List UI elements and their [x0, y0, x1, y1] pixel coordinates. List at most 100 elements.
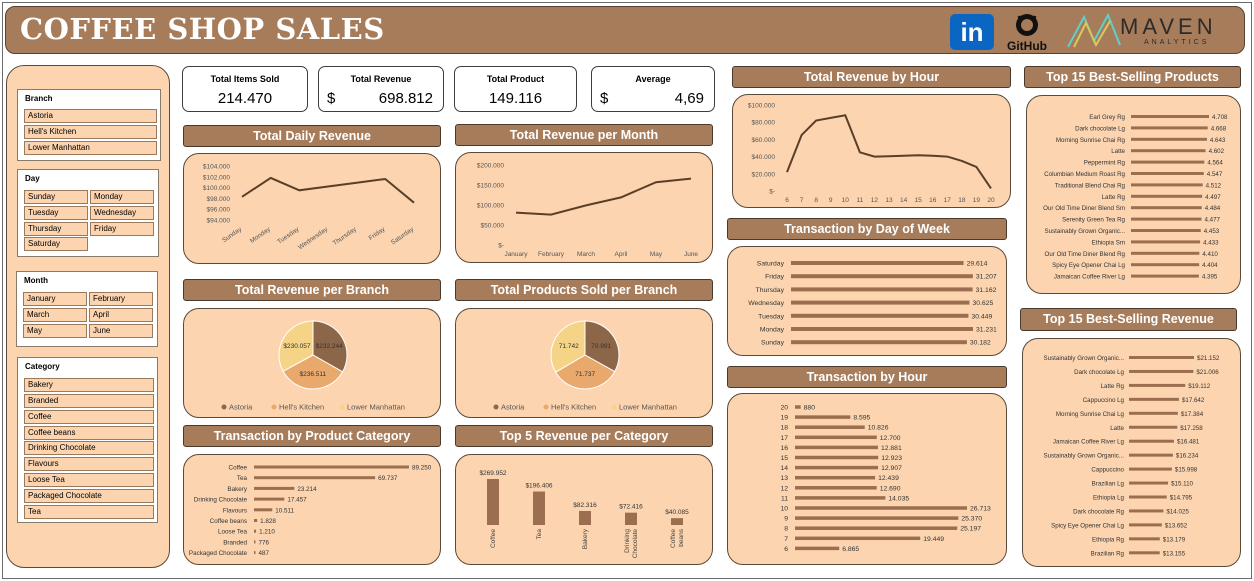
slicer-item-march[interactable]: March [23, 308, 87, 322]
bar-value-label: $13.155 [1163, 550, 1186, 557]
x-tick-label: Friday [368, 225, 387, 242]
kpi-label: Total Items Sold [210, 74, 280, 84]
slicer-item-bakery[interactable]: Bakery [24, 378, 154, 392]
bar-value-label: 12.690 [880, 485, 901, 492]
bar-value-label: 31.207 [976, 274, 997, 281]
bar-value-label: 14.035 [888, 495, 909, 502]
bar-value-label: 4.602 [1209, 148, 1225, 155]
slicer-item-flavours[interactable]: Flavours [24, 457, 154, 471]
slicer-item-sunday[interactable]: Sunday [24, 190, 88, 204]
slicer-item-packaged-chocolate[interactable]: Packaged Chocolate [24, 489, 154, 503]
maven-logo: MAVEN ANALYTICS [1064, 11, 1239, 51]
bar [795, 496, 886, 500]
chart-title-month: Total Revenue per Month [455, 124, 713, 146]
x-tick-label: 18 [958, 197, 966, 204]
bar-category-label: 13 [780, 475, 788, 482]
bar [795, 425, 865, 429]
bar [579, 510, 591, 525]
y-tick-label: $150.000 [477, 183, 504, 190]
bar-value-label: 8.595 [853, 415, 870, 422]
bar-category-label: Dark chocolate Rg [1073, 508, 1124, 515]
bar-category-label: 9 [784, 516, 788, 523]
slicer-item-tuesday[interactable]: Tuesday [24, 206, 88, 220]
page-title: COFFEE SHOP SALES [20, 12, 385, 46]
bar-value-label: 4.668 [1211, 125, 1227, 132]
y-tick-label: $40.000 [752, 154, 776, 161]
bar-category-label: 8 [784, 526, 788, 533]
bar [1129, 537, 1160, 541]
slicer-item-february[interactable]: February [89, 292, 153, 306]
y-tick-label: $100.000 [748, 103, 775, 110]
x-tick-label: 12 [871, 197, 879, 204]
day-slicer: Day Sunday Monday Tuesday Wednesday Thur… [17, 169, 159, 257]
legend-label: Lower Manhattan [619, 403, 677, 412]
bar-value-label: 31.162 [976, 287, 997, 294]
daily-revenue-chart: $104.000 $102.000 $100.000 $98.000 $96.000 $9… [203, 164, 416, 252]
bar-category-label: Friday [765, 274, 784, 281]
legend-label: Hell's Kitchen [279, 403, 324, 412]
x-tick-label: Sunday [221, 225, 244, 244]
y-tick-label: $98.000 [207, 196, 231, 203]
slicer-item-loose-tea[interactable]: Loose Tea [24, 473, 154, 487]
category-transactions-chart: Coffee 89.250 Tea 69.737 Bakery 23.214 Drinkin… [189, 465, 432, 558]
top15-products-chart: Earl Grey Rg 4.708 Dark chocolate Lg 4.668 M… [1043, 114, 1228, 281]
bar [1131, 137, 1207, 141]
slicer-item-hells-kitchen[interactable]: Hell's Kitchen [24, 125, 157, 139]
bar-value-label: $13.179 [1163, 536, 1186, 543]
bar-category-label: Wednesday [748, 300, 784, 307]
bar-category-label: 10 [780, 506, 788, 513]
y-tick-label: $96.000 [207, 207, 231, 214]
slicer-item-january[interactable]: January [23, 292, 87, 306]
bar-value-label: $15.998 [1175, 467, 1198, 474]
bar-value-label: 4.395 [1202, 274, 1218, 281]
slicer-item-monday[interactable]: Monday [90, 190, 154, 204]
slicer-item-wednesday[interactable]: Wednesday [90, 206, 154, 220]
bar [254, 508, 273, 512]
bar-category-label: Morning Sunrise Chai Lg [1056, 411, 1125, 418]
y-tick-label: $50.000 [481, 223, 505, 230]
chart-panel-top15r: Sustainably Grown Organic... $21.152 Dark … [1022, 338, 1241, 567]
bar [795, 435, 877, 440]
slicer-item-drinking-chocolate[interactable]: Drinking Chocolate [24, 441, 154, 455]
bar [795, 526, 958, 530]
y-tick-label: $104.000 [203, 164, 230, 171]
slicer-item-coffee[interactable]: Coffee [24, 410, 154, 424]
bar [795, 475, 876, 480]
bar-category-label: Saturday [757, 261, 785, 268]
slicer-item-june[interactable]: June [89, 324, 153, 338]
x-tick-label: June [684, 251, 698, 258]
bar-category-label: Coffee [229, 465, 248, 472]
slicer-item-astoria[interactable]: Astoria [24, 109, 157, 123]
slicer-item-thursday[interactable]: Thursday [24, 222, 88, 236]
bar-value-label: 25.370 [961, 516, 982, 523]
bar-category-label: Monday [760, 327, 785, 334]
x-tick-label: 19 [973, 197, 981, 204]
slicer-item-april[interactable]: April [89, 308, 153, 322]
y-tick-label: $200.000 [477, 163, 504, 170]
slice-value-label: $230.057 [283, 343, 310, 350]
kpi-currency: $ [327, 90, 336, 107]
slicer-item-saturday[interactable]: Saturday [24, 237, 88, 251]
slicer-item-branded[interactable]: Branded [24, 394, 154, 408]
x-tick-label: Chocolate [632, 529, 639, 559]
slicer-item-coffee-beans[interactable]: Coffee beans [24, 426, 154, 440]
slicer-item-friday[interactable]: Friday [90, 222, 154, 236]
x-tick-label: May [650, 251, 663, 258]
kpi-total-product: Total Product 149.116 [454, 66, 577, 112]
bar [791, 274, 973, 279]
bar-value-label: 1.828 [260, 518, 276, 525]
chart-title-txhour: Transaction by Hour [727, 366, 1007, 388]
bar-category-label: Latte Rg [1102, 194, 1126, 201]
x-tick-label: Bakery [582, 528, 589, 549]
github-icon[interactable]: GitHub [1002, 11, 1052, 53]
bar-value-label: $21.152 [1197, 355, 1220, 362]
slicer-item-lower-manhattan[interactable]: Lower Manhattan [24, 141, 157, 155]
slicer-item-may[interactable]: May [23, 324, 87, 338]
slicer-item-tea[interactable]: Tea [24, 505, 154, 519]
x-tick-label: beans [678, 528, 685, 546]
linkedin-icon[interactable]: in [950, 14, 994, 50]
x-tick-label: Monday [249, 225, 273, 244]
y-tick-label: $100.000 [203, 185, 230, 192]
bar-value-label: 12.907 [881, 465, 902, 472]
bar-category-label: 11 [781, 495, 788, 502]
